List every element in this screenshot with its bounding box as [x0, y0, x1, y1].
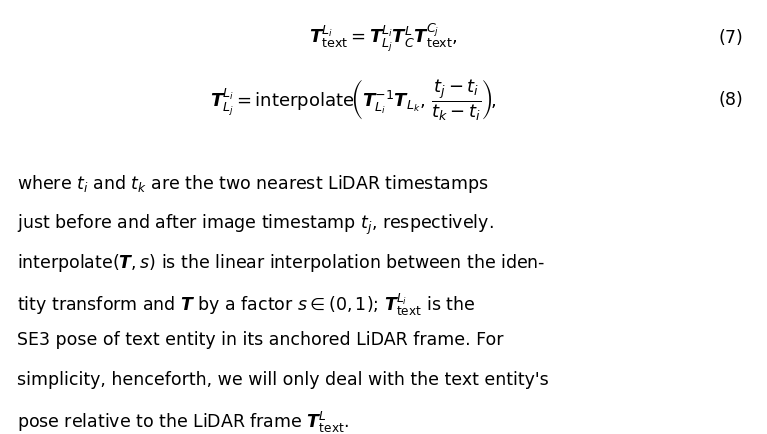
Text: $\boldsymbol{T}_{L_j}^{L_i} = \mathrm{interpolate}\!\left(\boldsymbol{T}_{L_i}^{: $\boldsymbol{T}_{L_j}^{L_i} = \mathrm{in…	[209, 77, 496, 122]
Text: interpolate$(\boldsymbol{T}, s)$ is the linear interpolation between the iden-: interpolate$(\boldsymbol{T}, s)$ is the …	[17, 252, 545, 273]
Text: $(7)$: $(7)$	[718, 27, 742, 47]
Text: $(8)$: $(8)$	[718, 89, 742, 109]
Text: pose relative to the LiDAR frame $\boldsymbol{T}_{\text{text}}^{L}$.: pose relative to the LiDAR frame $\bolds…	[17, 409, 349, 434]
Text: SE3 pose of text entity in its anchored LiDAR frame. For: SE3 pose of text entity in its anchored …	[17, 330, 503, 349]
Text: where $t_i$ and $t_k$ are the two nearest LiDAR timestamps: where $t_i$ and $t_k$ are the two neares…	[17, 173, 489, 195]
Text: simplicity, henceforth, we will only deal with the text entity's: simplicity, henceforth, we will only dea…	[17, 370, 548, 388]
Text: just before and after image timestamp $t_j$, respectively.: just before and after image timestamp $t…	[17, 212, 493, 236]
Text: tity transform and $\boldsymbol{T}$ by a factor $s \in (0,1)$; $\boldsymbol{T}_{: tity transform and $\boldsymbol{T}$ by a…	[17, 291, 476, 317]
Text: $\boldsymbol{T}_{\mathrm{text}}^{L_i} = \boldsymbol{T}_{L_j}^{L_i}\boldsymbol{T}: $\boldsymbol{T}_{\mathrm{text}}^{L_i} = …	[309, 21, 458, 54]
